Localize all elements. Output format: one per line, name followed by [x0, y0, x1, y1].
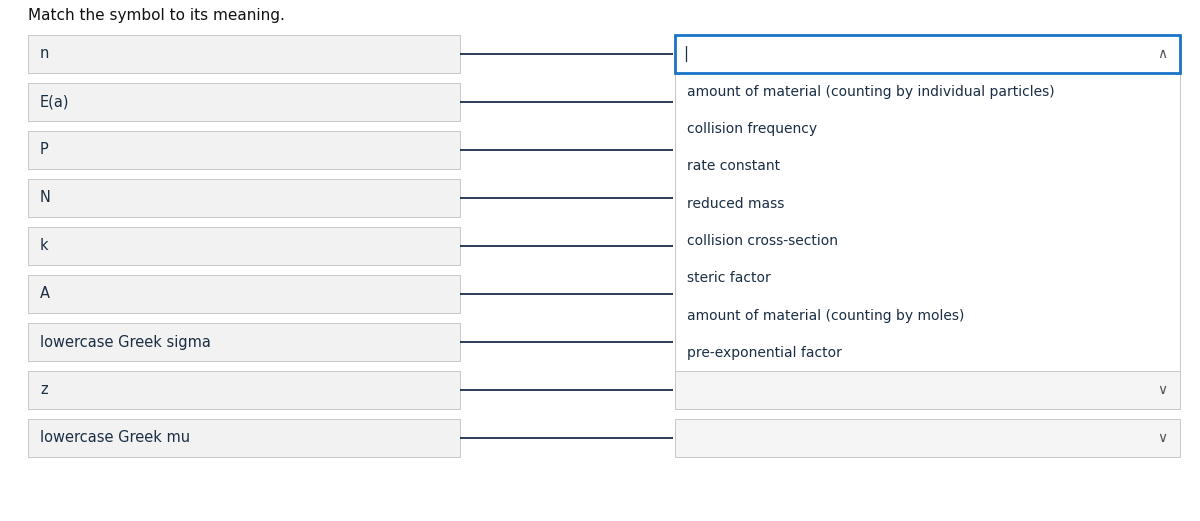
Text: amount of material (counting by moles): amount of material (counting by moles)	[686, 308, 965, 322]
Text: ∨: ∨	[1157, 431, 1168, 445]
FancyBboxPatch shape	[28, 323, 460, 361]
Text: lowercase Greek sigma: lowercase Greek sigma	[40, 334, 211, 350]
Text: lowercase Greek mu: lowercase Greek mu	[40, 430, 190, 445]
FancyBboxPatch shape	[28, 419, 460, 457]
Text: rate constant: rate constant	[686, 159, 780, 173]
FancyBboxPatch shape	[674, 35, 1180, 73]
Text: Match the symbol to its meaning.: Match the symbol to its meaning.	[28, 8, 284, 23]
Text: n: n	[40, 46, 49, 61]
FancyBboxPatch shape	[28, 179, 460, 217]
Text: collision frequency: collision frequency	[686, 122, 817, 136]
FancyBboxPatch shape	[28, 131, 460, 169]
Text: N: N	[40, 191, 50, 205]
Text: activation energy: activation energy	[686, 383, 809, 398]
Text: |: |	[683, 46, 688, 62]
FancyBboxPatch shape	[28, 35, 460, 73]
FancyBboxPatch shape	[674, 419, 1180, 457]
Text: amount of material (counting by individual particles): amount of material (counting by individu…	[686, 85, 1055, 98]
Text: E(a): E(a)	[40, 94, 70, 109]
FancyBboxPatch shape	[28, 83, 460, 121]
Text: k: k	[40, 239, 49, 254]
FancyBboxPatch shape	[674, 371, 1180, 409]
FancyBboxPatch shape	[674, 73, 1180, 409]
Text: pre-exponential factor: pre-exponential factor	[686, 346, 842, 360]
FancyBboxPatch shape	[28, 371, 460, 409]
Text: collision cross-section: collision cross-section	[686, 234, 838, 248]
Text: steric factor: steric factor	[686, 271, 770, 286]
Text: z: z	[40, 382, 48, 398]
Text: A: A	[40, 287, 50, 302]
Text: ∨: ∨	[1157, 383, 1168, 397]
Text: ∧: ∧	[1157, 47, 1168, 61]
Text: reduced mass: reduced mass	[686, 196, 785, 210]
FancyBboxPatch shape	[28, 227, 460, 265]
FancyBboxPatch shape	[28, 275, 460, 313]
Text: P: P	[40, 143, 49, 157]
